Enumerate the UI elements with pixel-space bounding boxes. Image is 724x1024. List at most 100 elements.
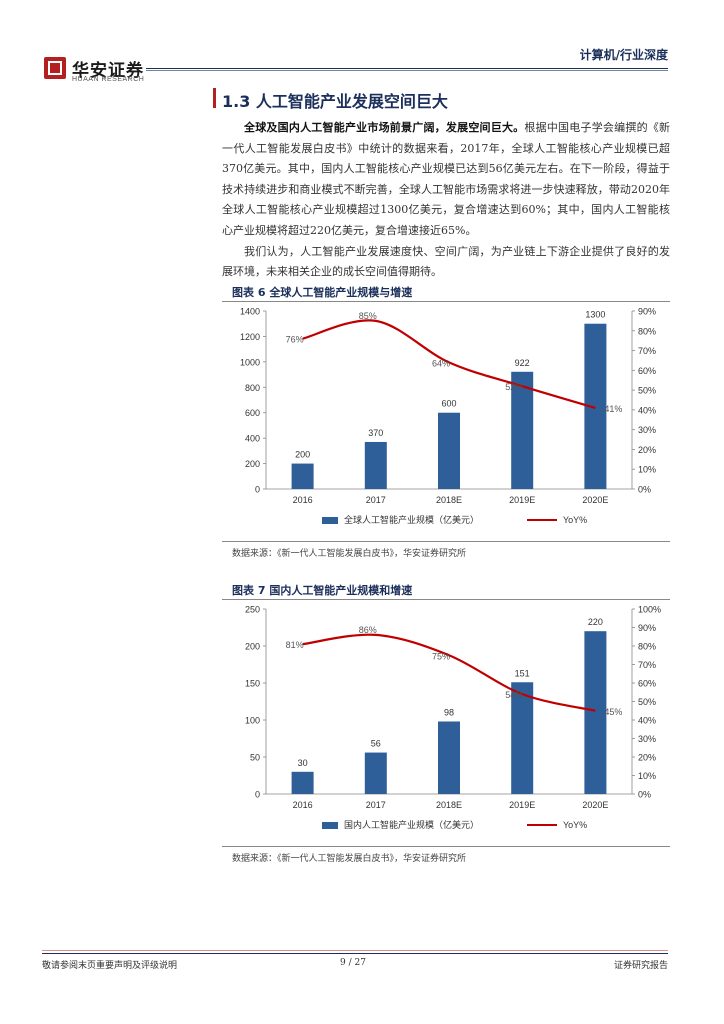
right-tick-label: 50%	[638, 386, 656, 396]
legend-line-label: YoY%	[563, 515, 587, 525]
yoy-line	[302, 319, 596, 409]
section-title: 1.3 人工智能产业发展空间巨大	[222, 92, 448, 111]
global-ai-chart: 0 200 400 600 800 1000 1200 1400 0% 10% 20% 30% 40% 5…	[240, 307, 656, 526]
x-tick-label: 2017	[366, 495, 386, 505]
bar	[364, 441, 387, 489]
legend-bar-label: 国内人工智能产业规模（亿美元）	[344, 819, 479, 830]
left-tick-label: 1200	[240, 332, 260, 342]
right-tick-label: 90%	[638, 623, 656, 633]
left-tick-label: 200	[245, 642, 260, 652]
bar	[291, 771, 314, 794]
x-tick-label: 2019E	[509, 495, 535, 505]
logo-icon	[44, 57, 66, 79]
bar	[438, 721, 460, 794]
yoy-label: 54%	[505, 690, 523, 700]
figure-6-chart: 0 200 400 600 800 1000 1200 1400 0% 10% 20% 30% 40% 5…	[222, 303, 670, 540]
report-category: 计算机/行业深度	[579, 48, 668, 62]
paragraph-1-text: 根据中国电子学会编撰的《新一代人工智能发展白皮书》中统计的数据来看，2017年，…	[222, 121, 671, 237]
x-tick-label: 2019E	[509, 800, 535, 810]
right-tick-label: 60%	[638, 366, 656, 376]
bar-label: 98	[444, 707, 454, 717]
footer-report-type: 证券研究报告	[613, 961, 668, 971]
left-tick-label: 200	[245, 459, 260, 469]
right-tick-label: 80%	[638, 326, 656, 336]
bar-label: 200	[295, 450, 310, 460]
yoy-label: 76%	[286, 335, 304, 345]
figure-6-bottom-rule	[222, 541, 670, 542]
figure-6-title: 图表 6 全球人工智能产业规模与增速	[232, 286, 413, 299]
legend-line-label: YoY%	[563, 820, 587, 830]
bar-label: 30	[298, 758, 308, 768]
paragraph-1: 全球及国内人工智能产业市场前景广阔，发展空间巨大。根据中国电子学会编撰的《新一代…	[222, 118, 670, 242]
footer-disclaimer: 敬请参阅末页重要声明及评级说明	[42, 961, 178, 971]
figure-6-top-rule	[222, 301, 670, 302]
right-tick-label: 60%	[638, 679, 656, 689]
right-tick-label: 0%	[638, 790, 651, 800]
right-tick-label: 30%	[638, 425, 656, 435]
left-tick-label: 400	[245, 434, 260, 444]
left-tick-label: 0	[255, 790, 260, 800]
left-tick-label: 1400	[240, 307, 260, 317]
bar-label: 922	[515, 358, 530, 368]
bar	[584, 631, 607, 794]
bar	[511, 682, 534, 794]
left-tick-label: 1000	[240, 357, 260, 367]
right-tick-label: 70%	[638, 346, 656, 356]
header-divider-thin	[146, 70, 668, 71]
brand-english: HUAAN RESEARCH	[72, 76, 145, 83]
right-tick-label: 20%	[638, 753, 656, 763]
right-tick-label: 100%	[638, 605, 661, 615]
bar-label: 1300	[585, 310, 605, 320]
bar	[584, 323, 607, 489]
right-tick-label: 90%	[638, 307, 656, 317]
bar-label: 220	[588, 617, 603, 627]
left-tick-label: 800	[245, 383, 260, 393]
yoy-label: 41%	[604, 404, 622, 414]
body-text: 全球及国内人工智能产业市场前景广阔，发展空间巨大。根据中国电子学会编撰的《新一代…	[222, 118, 670, 283]
domestic-ai-chart: 0 50 100 150 200 250 0% 10% 20% 30% 40% 50% 60% 70% 80…	[245, 605, 661, 831]
left-tick-label: 600	[245, 408, 260, 418]
right-tick-label: 20%	[638, 445, 656, 455]
x-tick-label: 2020E	[582, 800, 608, 810]
legend-bar-label: 全球人工智能产业规模（亿美元）	[344, 514, 479, 525]
yoy-line	[302, 633, 596, 712]
yoy-label: 81%	[286, 640, 304, 650]
right-tick-label: 10%	[638, 465, 656, 475]
figure-7-top-rule	[222, 599, 670, 600]
yoy-label: 52%	[505, 382, 523, 392]
footer-divider	[42, 953, 668, 954]
left-tick-label: 100	[245, 716, 260, 726]
left-tick-label: 50	[250, 753, 260, 763]
bar	[291, 463, 314, 489]
yoy-label: 64%	[432, 358, 450, 368]
bar	[511, 371, 534, 489]
page-number: 9 / 27	[340, 958, 366, 968]
left-tick-label: 150	[245, 679, 260, 689]
right-tick-label: 40%	[638, 716, 656, 726]
yoy-label: 45%	[604, 707, 622, 717]
right-tick-label: 40%	[638, 405, 656, 415]
header-divider	[146, 68, 668, 69]
figure-7-title: 图表 7 国内人工智能产业规模和增速	[232, 584, 413, 597]
paragraph-2: 我们认为，人工智能产业发展速度快、空间广阔，为产业链上下游企业提供了良好的发展环…	[222, 244, 670, 279]
figure-7-source: 数据来源：《新一代人工智能发展白皮书》，华安证券研究所	[232, 854, 467, 864]
right-tick-label: 30%	[638, 734, 656, 744]
left-tick-label: 0	[255, 485, 260, 495]
legend-bar-swatch	[322, 517, 338, 524]
left-tick-label: 250	[245, 605, 260, 615]
brand-name: 华安证券	[72, 61, 144, 81]
x-tick-label: 2016	[293, 495, 313, 505]
right-tick-label: 80%	[638, 642, 656, 652]
yoy-label: 86%	[359, 625, 377, 635]
x-tick-label: 2018E	[436, 800, 462, 810]
figure-7-chart: 0 50 100 150 200 250 0% 10% 20% 30% 40% 50% 60% 70% 80…	[222, 601, 670, 844]
figure-6-source: 数据来源：《新一代人工智能发展白皮书》，华安证券研究所	[232, 549, 467, 559]
x-tick-label: 2017	[366, 800, 386, 810]
figure-7-bottom-rule	[222, 846, 670, 847]
right-tick-label: 50%	[638, 697, 656, 707]
legend-bar-swatch	[322, 822, 338, 829]
bar-label: 151	[515, 668, 530, 678]
section-marker	[213, 88, 216, 108]
bar	[438, 412, 460, 489]
bar	[364, 752, 387, 794]
